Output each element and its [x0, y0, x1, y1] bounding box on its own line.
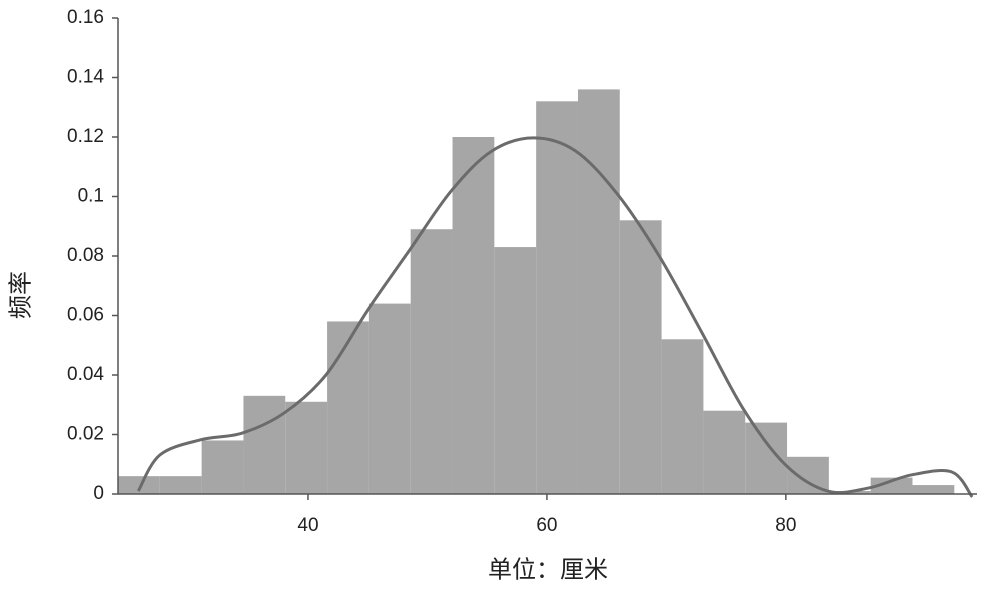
y-tick-label: 0.06	[67, 305, 104, 326]
x-tick-label: 60	[536, 515, 557, 536]
bar	[368, 303, 411, 494]
y-tick-label: 0.16	[67, 7, 104, 28]
bar	[201, 440, 244, 494]
y-tick-label: 0.04	[67, 364, 104, 385]
x-axis-label: 单位：厘米	[488, 556, 608, 583]
y-axis-label: 频率	[7, 271, 34, 319]
bar	[243, 395, 286, 494]
y-tick-label: 0.12	[67, 126, 104, 147]
bar	[118, 476, 160, 494]
y-tick-label: 0	[93, 483, 104, 504]
y-tick-label: 0.08	[67, 245, 104, 266]
density-curve	[136, 136, 974, 498]
bar	[536, 101, 578, 495]
y-tick-label: 0.14	[67, 67, 104, 88]
bar	[285, 401, 328, 494]
bar	[703, 410, 746, 494]
y-tick-label: 0.02	[67, 424, 104, 445]
bar	[661, 339, 704, 494]
bar	[410, 229, 453, 494]
bar	[619, 220, 662, 495]
x-tick-label: 40	[297, 515, 318, 536]
x-tick-label: 80	[775, 515, 796, 536]
bar	[870, 477, 913, 494]
bar	[159, 476, 202, 494]
bar	[327, 321, 369, 494]
bar	[494, 247, 537, 494]
bar	[452, 137, 495, 494]
y-tick-label: 0.1	[78, 186, 104, 207]
bar	[577, 89, 620, 495]
bar	[912, 485, 955, 494]
